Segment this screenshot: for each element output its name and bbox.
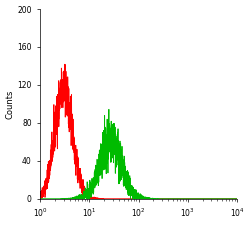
Y-axis label: Counts: Counts (6, 89, 15, 119)
